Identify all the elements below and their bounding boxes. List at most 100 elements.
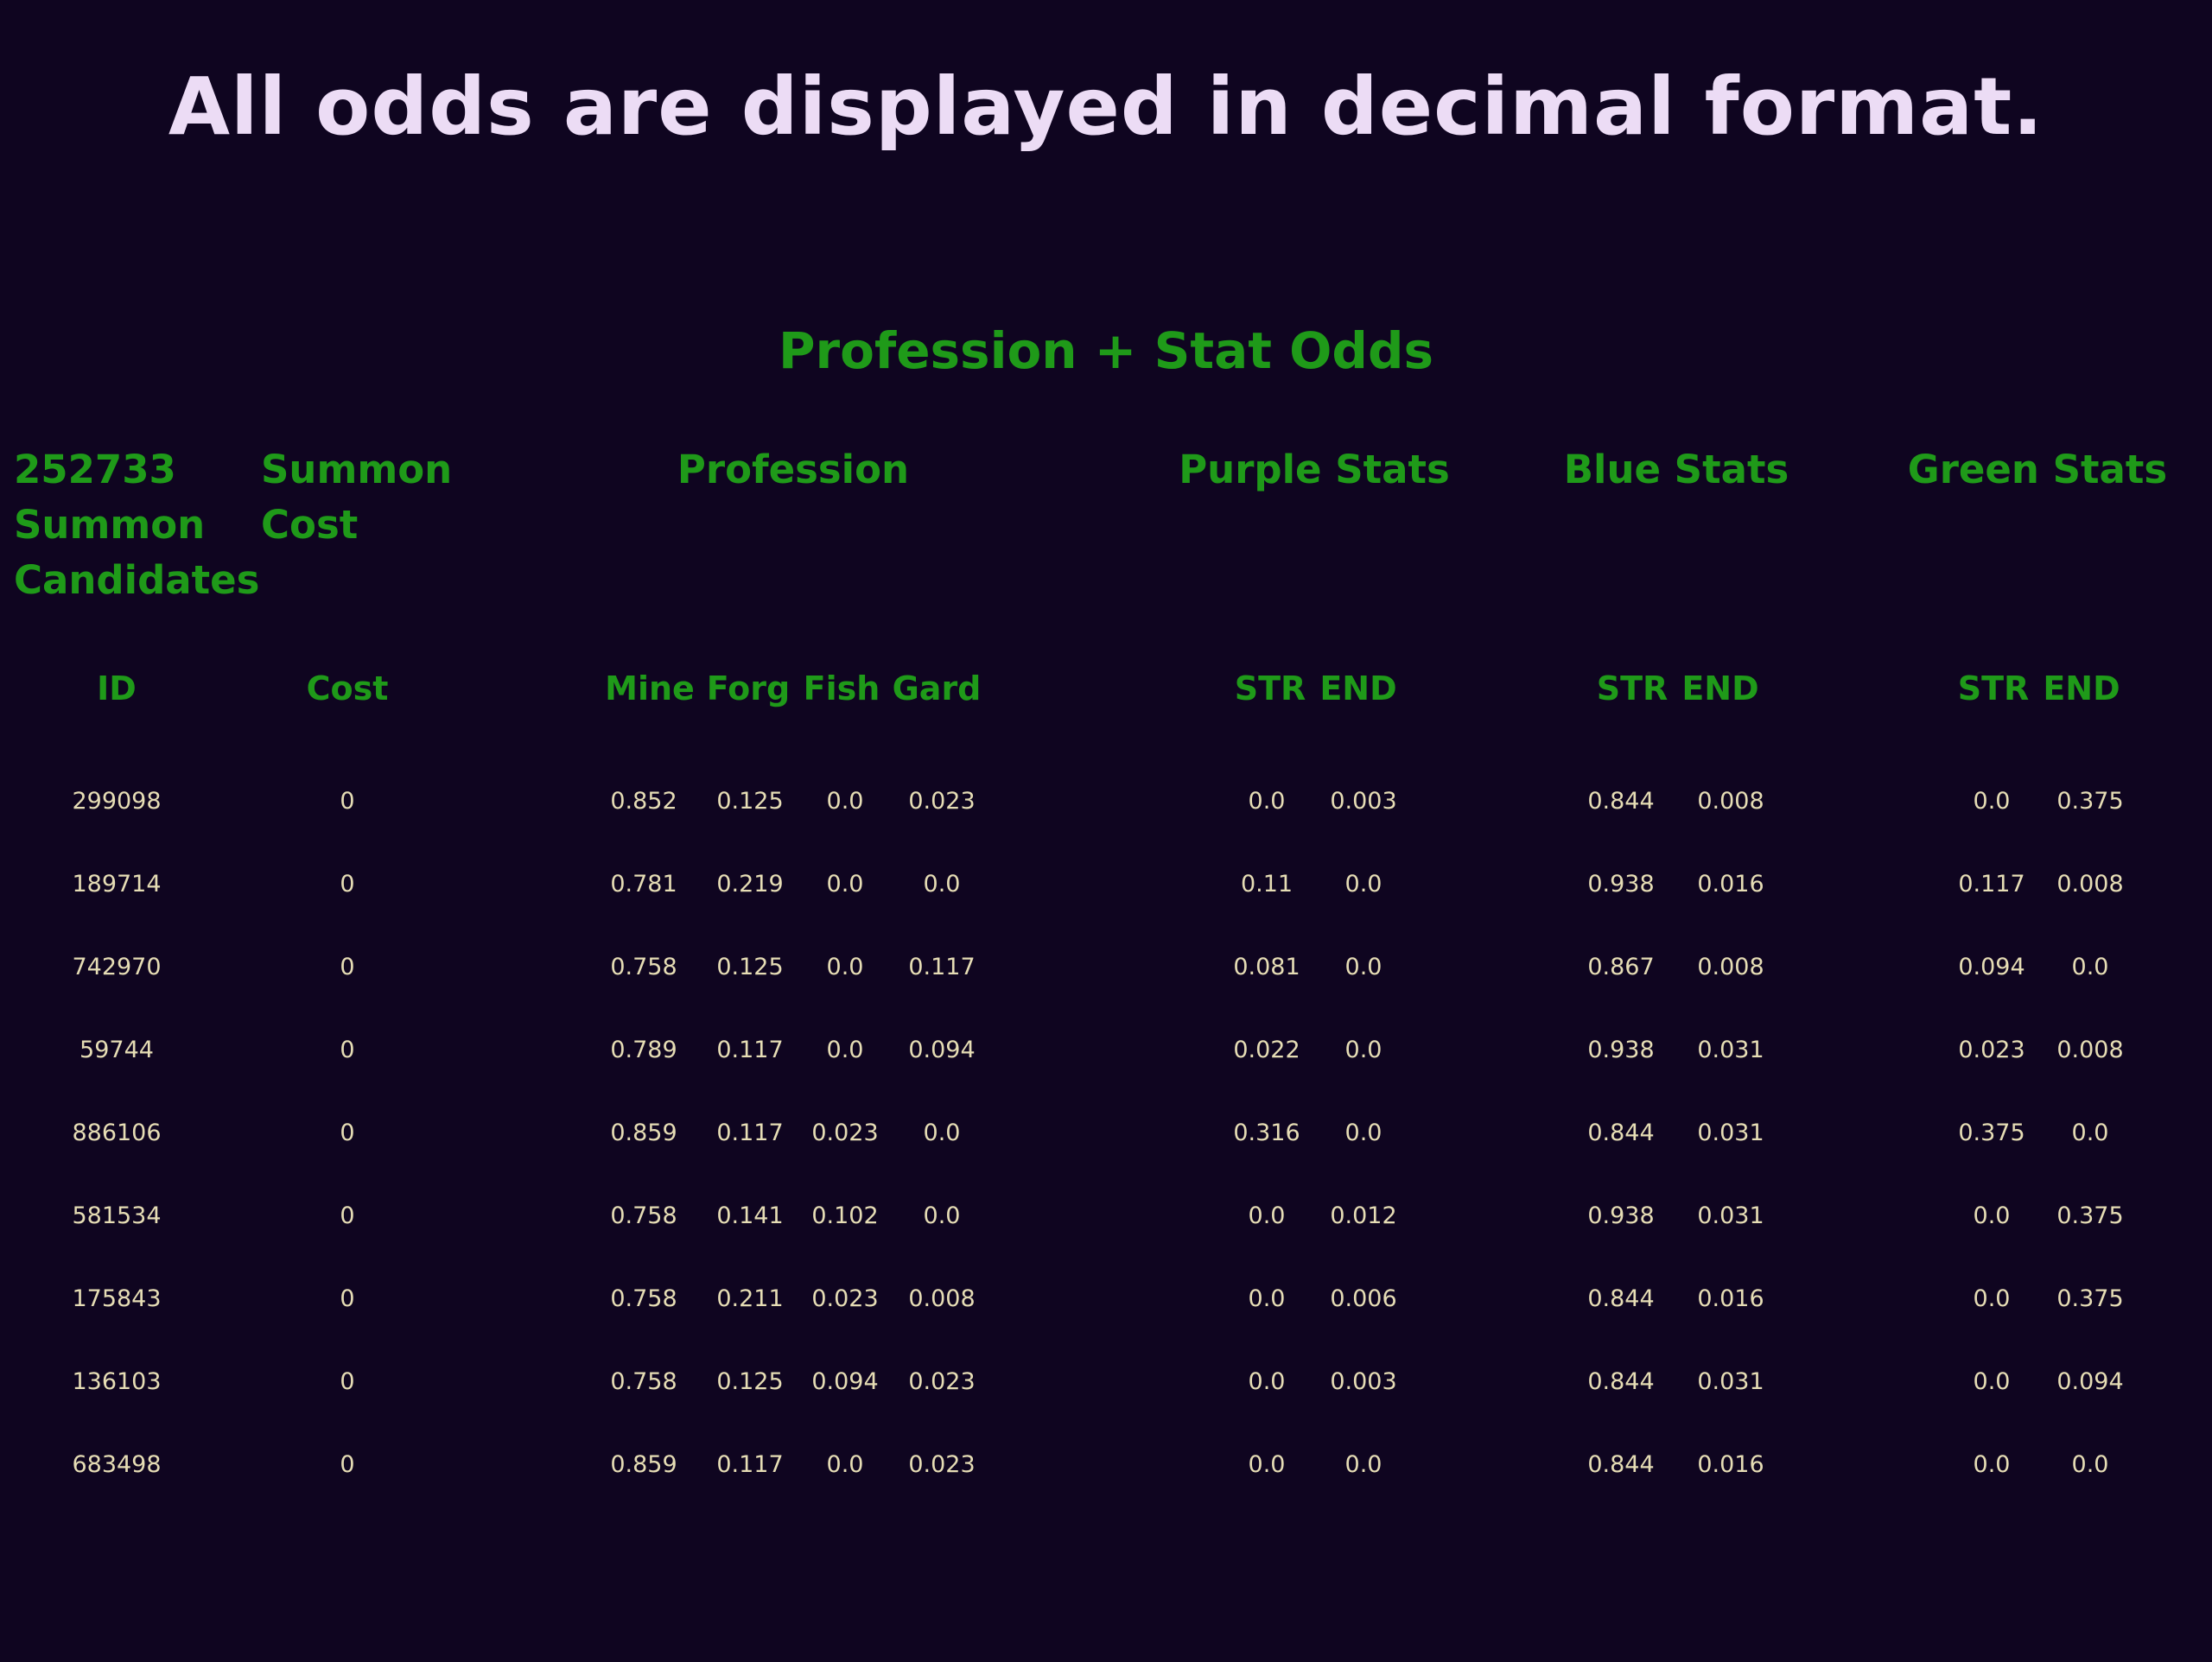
cell-purple-str: 0.022	[1233, 1037, 1300, 1063]
cell-gard: 0.0	[923, 1120, 961, 1146]
cell-green-end: 0.008	[2056, 871, 2124, 898]
col-header-blue-str: STR	[1596, 669, 1669, 707]
cell-mine: 0.758	[610, 1285, 677, 1312]
cell-green-end: 0.375	[2056, 788, 2124, 815]
cell-fish: 0.102	[811, 1202, 879, 1229]
col-header-id: ID	[97, 669, 137, 707]
cell-mine: 0.852	[610, 788, 677, 815]
green-stats-header: Green Stats	[1907, 447, 2168, 492]
cell-blue-str: 0.844	[1587, 1120, 1655, 1146]
col-header-purple-str: STR	[1234, 669, 1306, 707]
cell-mine: 0.859	[610, 1451, 677, 1478]
cell-blue-str: 0.844	[1587, 1451, 1655, 1478]
cell-cost: 0	[340, 1202, 355, 1229]
cell-blue-str: 0.844	[1587, 1285, 1655, 1312]
cell-fish: 0.023	[811, 1120, 879, 1146]
cell-mine: 0.758	[610, 954, 677, 980]
cell-fish: 0.0	[826, 1451, 864, 1478]
cell-forg: 0.219	[716, 871, 784, 898]
cell-fish: 0.0	[826, 788, 864, 815]
cell-mine: 0.781	[610, 871, 677, 898]
col-header-blue-end: END	[1681, 669, 1759, 707]
cell-green-end: 0.008	[2056, 1037, 2124, 1063]
cell-mine: 0.758	[610, 1368, 677, 1395]
cell-purple-str: 0.316	[1233, 1120, 1300, 1146]
cell-green-str: 0.0	[1973, 1202, 2011, 1229]
col-header-cost: Cost	[306, 669, 389, 707]
cell-green-str: 0.0	[1973, 788, 2011, 815]
cell-cost: 0	[340, 788, 355, 815]
purple-stats-header: Purple Stats	[1179, 447, 1450, 492]
candidates-label-line1: Summon	[14, 502, 206, 548]
cell-purple-str: 0.0	[1248, 1368, 1286, 1395]
cell-purple-end: 0.003	[1330, 788, 1397, 815]
cell-green-str: 0.0	[1973, 1451, 2011, 1478]
cell-gard: 0.117	[908, 954, 976, 980]
cell-mine: 0.758	[610, 1202, 677, 1229]
cell-blue-str: 0.938	[1587, 871, 1655, 898]
cell-fish: 0.094	[811, 1368, 879, 1395]
cell-green-str: 0.375	[1958, 1120, 2025, 1146]
blue-stats-header: Blue Stats	[1563, 447, 1789, 492]
cell-purple-end: 0.003	[1330, 1368, 1397, 1395]
decimal-format-notice: All odds are displayed in decimal format…	[168, 60, 2044, 153]
candidates-label-line2: Candidates	[14, 557, 260, 603]
cell-purple-end: 0.006	[1330, 1285, 1397, 1312]
cell-cost: 0	[340, 1451, 355, 1478]
cell-gard: 0.023	[908, 1368, 976, 1395]
cell-blue-str: 0.938	[1587, 1202, 1655, 1229]
cell-fish: 0.0	[826, 954, 864, 980]
section-title: Profession + Stat Odds	[779, 321, 1433, 380]
cell-purple-str: 0.0	[1248, 1202, 1286, 1229]
cell-purple-end: 0.0	[1344, 1037, 1382, 1063]
cell-cost: 0	[340, 1120, 355, 1146]
cell-blue-end: 0.016	[1697, 1285, 1764, 1312]
cell-green-end: 0.375	[2056, 1202, 2124, 1229]
cell-cost: 0	[340, 1037, 355, 1063]
cell-purple-end: 0.0	[1344, 1120, 1382, 1146]
profession-header: Profession	[677, 447, 910, 492]
cell-fish: 0.023	[811, 1285, 879, 1312]
cell-blue-end: 0.031	[1697, 1202, 1764, 1229]
cell-cost: 0	[340, 1285, 355, 1312]
cell-purple-str: 0.0	[1248, 1285, 1286, 1312]
cell-green-str: 0.094	[1958, 954, 2025, 980]
cell-forg: 0.211	[716, 1285, 784, 1312]
cell-blue-end: 0.008	[1697, 954, 1764, 980]
summon-cost-label-line1: Summon	[261, 447, 453, 492]
cell-forg: 0.117	[716, 1120, 784, 1146]
cell-gard: 0.0	[923, 1202, 961, 1229]
cell-green-str: 0.0	[1973, 1285, 2011, 1312]
cell-green-str: 0.0	[1973, 1368, 2011, 1395]
cell-forg: 0.117	[716, 1451, 784, 1478]
col-header-forg: Forg	[706, 669, 791, 707]
cell-forg: 0.125	[716, 788, 784, 815]
cell-fish: 0.0	[826, 871, 864, 898]
summon-cost-label-line2: Cost	[261, 502, 359, 548]
cell-id: 581534	[72, 1202, 162, 1229]
cell-forg: 0.117	[716, 1037, 784, 1063]
cell-id: 299098	[72, 788, 162, 815]
cell-green-str: 0.117	[1958, 871, 2025, 898]
col-header-green-str: STR	[1957, 669, 2030, 707]
cell-green-end: 0.0	[2071, 1451, 2109, 1478]
cell-green-end: 0.0	[2071, 1120, 2109, 1146]
cell-id: 136103	[72, 1368, 162, 1395]
cell-mine: 0.859	[610, 1120, 677, 1146]
cell-blue-end: 0.031	[1697, 1120, 1764, 1146]
cell-fish: 0.0	[826, 1037, 864, 1063]
candidates-header: 252733 Summon Candidates	[14, 442, 259, 608]
cell-blue-str: 0.867	[1587, 954, 1655, 980]
cell-blue-str: 0.938	[1587, 1037, 1655, 1063]
cell-purple-str: 0.0	[1248, 1451, 1286, 1478]
cell-cost: 0	[340, 1368, 355, 1395]
cell-blue-end: 0.016	[1697, 1451, 1764, 1478]
cell-purple-end: 0.0	[1344, 954, 1382, 980]
summon-cost-header: Summon Cost	[261, 442, 452, 553]
cell-green-end: 0.375	[2056, 1285, 2124, 1312]
cell-blue-end: 0.016	[1697, 871, 1764, 898]
cell-id: 742970	[72, 954, 162, 980]
cell-gard: 0.094	[908, 1037, 976, 1063]
cell-blue-end: 0.008	[1697, 788, 1764, 815]
cell-cost: 0	[340, 954, 355, 980]
